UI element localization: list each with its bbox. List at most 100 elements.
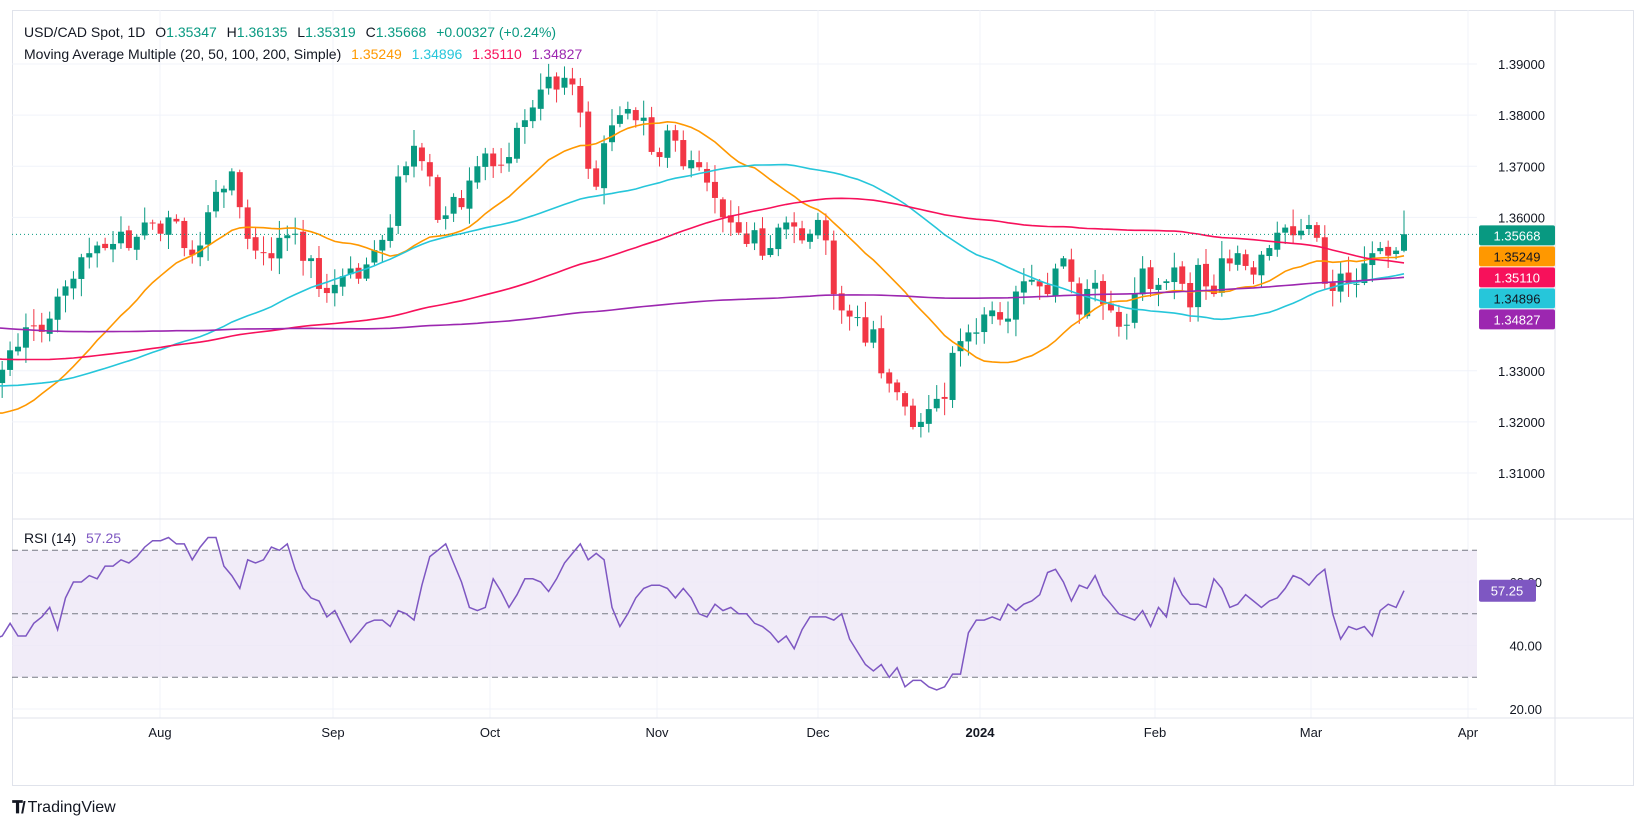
- price-tag-text: 1.35110: [1494, 270, 1540, 285]
- candle-body: [846, 310, 853, 317]
- candle: [86, 237, 93, 269]
- candle: [1258, 251, 1265, 288]
- candle: [632, 107, 639, 128]
- candle-body: [1385, 246, 1392, 256]
- candle-body: [1218, 258, 1225, 293]
- candle: [506, 142, 513, 172]
- ma-line-200: [0, 276, 1405, 333]
- candle-body: [1203, 263, 1209, 287]
- candle-body: [1123, 324, 1130, 326]
- candle: [1028, 264, 1035, 286]
- tradingview-logo[interactable]: 𝐓/ TradingView: [12, 798, 116, 818]
- candle: [902, 391, 909, 416]
- candle: [450, 193, 457, 222]
- candle-body: [38, 324, 45, 332]
- candle: [300, 219, 307, 276]
- candle-body: [775, 227, 782, 250]
- candle: [22, 313, 29, 363]
- low-label: L: [297, 24, 306, 40]
- candle-body: [260, 252, 267, 254]
- candle: [862, 301, 869, 347]
- candle-body: [902, 393, 909, 407]
- candle: [759, 217, 766, 260]
- candle: [807, 229, 813, 249]
- candle-body: [1337, 273, 1344, 292]
- high-number: 1.36135: [236, 24, 288, 40]
- candle: [1250, 261, 1257, 285]
- candle: [830, 230, 837, 310]
- symbol-name: USD/CAD Spot, 1D: [24, 24, 146, 40]
- candle-body: [125, 230, 132, 249]
- ma100-value: 1.35110: [472, 46, 522, 62]
- candle: [925, 394, 932, 433]
- ma200-value: 1.34827: [531, 46, 583, 62]
- candle-body: [616, 115, 623, 124]
- candle: [997, 302, 1004, 326]
- candle: [1187, 272, 1194, 322]
- candle: [78, 253, 85, 297]
- candle: [1377, 241, 1384, 255]
- symbol-legend[interactable]: USD/CAD Spot, 1D O1.35347 H1.36135 L1.35…: [24, 24, 562, 40]
- candle: [15, 333, 21, 356]
- candle: [624, 101, 631, 120]
- ma20-value: 1.35249: [351, 46, 402, 62]
- candle: [1139, 256, 1146, 301]
- candle: [284, 225, 291, 251]
- candle-body: [22, 327, 29, 348]
- high-value: H1.36135: [227, 24, 288, 40]
- candle-body: [577, 85, 584, 113]
- candle: [1060, 256, 1067, 269]
- rsi-legend[interactable]: RSI (14) 57.25: [24, 530, 127, 546]
- candle-body: [1131, 293, 1138, 323]
- candle: [355, 263, 362, 284]
- candle-body: [759, 228, 766, 256]
- candle-body: [411, 145, 417, 167]
- candle: [379, 235, 386, 263]
- candle: [315, 246, 322, 297]
- price-tag-bg: [1479, 288, 1555, 309]
- candle: [117, 216, 124, 249]
- candle: [387, 214, 394, 248]
- rsi-tick-label: 20.00: [1509, 702, 1542, 717]
- candle: [704, 162, 711, 192]
- candle: [601, 135, 608, 205]
- candle-body: [886, 372, 893, 384]
- candle: [981, 307, 988, 344]
- candle-body: [308, 258, 315, 262]
- candle-body: [268, 253, 275, 259]
- candle: [711, 165, 718, 214]
- candle-body: [141, 222, 148, 236]
- candle: [1266, 244, 1273, 261]
- candle-body: [213, 191, 219, 212]
- candle-body: [54, 296, 61, 320]
- candle-body: [743, 233, 750, 244]
- rsi-value-tag: 57.25: [1479, 579, 1536, 602]
- candle-body: [949, 352, 956, 400]
- candle: [775, 223, 782, 257]
- candle-body: [70, 278, 77, 289]
- candle-body: [347, 268, 354, 275]
- rsi-tag-text: 57.25: [1491, 584, 1524, 599]
- candle-body: [1179, 266, 1186, 284]
- candle: [165, 210, 172, 250]
- candle: [616, 106, 623, 128]
- candle-body: [442, 215, 449, 219]
- candle-body: [315, 258, 322, 289]
- candle-body: [529, 107, 536, 122]
- price-tick-label: 1.39000: [1498, 57, 1545, 72]
- candle: [466, 167, 473, 224]
- candle: [331, 269, 338, 307]
- candle-body: [0, 369, 6, 384]
- candle: [1313, 222, 1320, 242]
- candle: [878, 315, 885, 379]
- candle: [664, 124, 671, 168]
- price-tag-bg: [1479, 267, 1555, 288]
- time-tick-label: Aug: [148, 725, 171, 740]
- candle: [426, 153, 433, 187]
- ma-line-20: [0, 120, 1405, 414]
- candle: [133, 234, 140, 261]
- candle: [1084, 279, 1091, 319]
- ma-legend[interactable]: Moving Average Multiple (20, 50, 100, 20…: [24, 46, 588, 62]
- candle-body: [1298, 230, 1305, 236]
